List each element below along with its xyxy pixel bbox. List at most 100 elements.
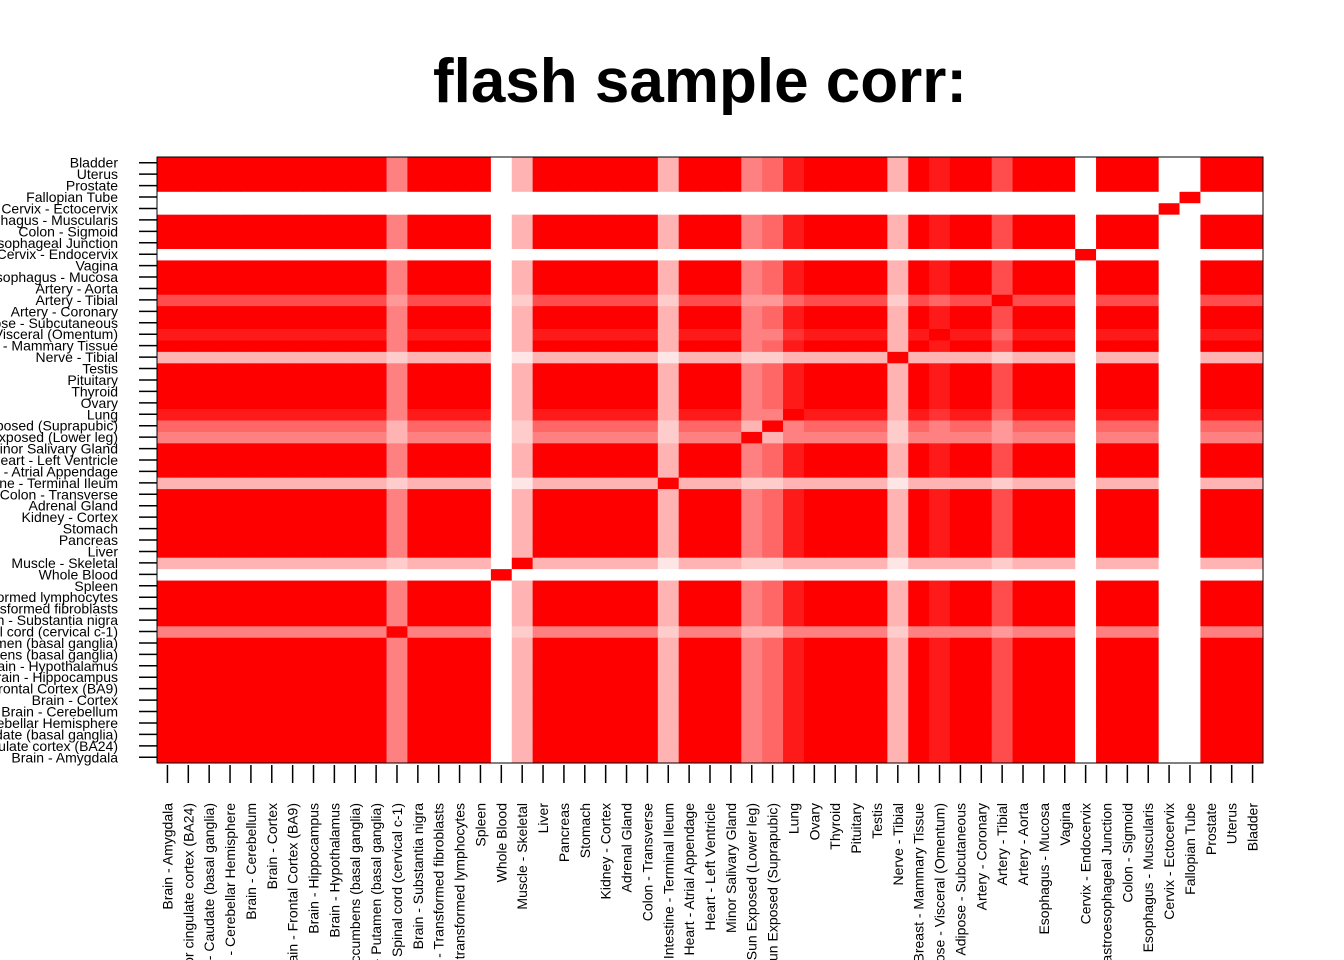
heatmap-cell [1221,660,1243,673]
heatmap-cell [449,248,471,261]
heatmap-cell [282,568,304,581]
heatmap-cell [303,717,325,730]
heatmap-cell [219,374,241,387]
heatmap-cell [490,214,513,227]
heatmap-cell [428,397,450,410]
heatmap-cell [470,682,492,695]
heatmap-cell [177,225,200,238]
heatmap-cell [616,717,638,730]
heatmap-cell [595,694,617,707]
heatmap-cell [449,328,471,341]
heatmap-cell [616,591,638,604]
heatmap-cell [1200,351,1222,364]
heatmap-cell [866,522,888,535]
heatmap-cell [1200,728,1222,741]
heatmap-cell [323,351,346,364]
heatmap-cell [428,511,450,524]
heatmap-cell [511,259,534,272]
y-tick-label: Brain - Cerebellar Hemisphere [0,715,118,731]
heatmap-cell [616,614,638,627]
heatmap-cell [887,305,909,318]
heatmap-cell [1012,157,1034,169]
heatmap-cell [1158,488,1181,501]
heatmap-cell [720,397,742,410]
heatmap-cell [1033,431,1055,444]
heatmap-cell [824,168,847,181]
heatmap-cell [198,614,221,627]
heatmap-cell [1116,385,1139,398]
heatmap-cell [866,454,888,467]
heatmap-cell [344,740,367,753]
heatmap-cell [1054,374,1076,387]
heatmap-cell [1200,534,1222,547]
y-tick-label: Brain - Cortex [32,692,118,708]
heatmap-cell [407,397,429,410]
heatmap-cell [449,591,471,604]
heatmap-cell [323,728,346,741]
heatmap-cell [386,694,408,707]
heatmap-cell [845,545,868,558]
heatmap-cell [323,568,346,581]
heatmap-cell [303,705,325,718]
heatmap-cell [428,717,450,730]
heatmap-cell [908,511,930,524]
heatmap-cell [261,545,283,558]
heatmap-cell [240,191,262,204]
heatmap-cell [783,580,805,592]
y-tick-label: Uterus [77,166,118,182]
heatmap-cell [511,557,534,570]
heatmap-cell [616,351,638,364]
heatmap-cell [1200,225,1222,238]
heatmap-cell [1137,179,1160,192]
heatmap-cell [1033,237,1055,249]
heatmap-cell [991,408,1014,421]
heatmap-cell [636,454,659,467]
heatmap-cell [1096,351,1118,364]
heatmap-cell [908,500,930,512]
heatmap-cell [678,580,701,592]
heatmap-cell [636,259,659,272]
heatmap-cell [511,248,534,261]
heatmap-cell [553,408,575,421]
heatmap-cell [1179,362,1201,375]
heatmap-cell [1116,500,1139,512]
heatmap-cell [303,660,325,673]
heatmap-cell [866,305,888,318]
heatmap-cell [991,214,1014,227]
heatmap-cell [1179,614,1201,627]
heatmap-cell [511,488,534,501]
heatmap-cell [449,408,471,421]
heatmap-cell [866,362,888,375]
heatmap-cell [344,682,367,695]
heatmap-cell [1075,214,1097,227]
heatmap-cell [240,202,262,215]
heatmap-cell [1033,717,1055,730]
heatmap-cell [929,282,951,295]
heatmap-cell [449,259,471,272]
heatmap-cell [1033,637,1055,650]
heatmap-cell [908,237,930,249]
heatmap-cell [1179,511,1201,524]
heatmap-cell [970,660,993,673]
heatmap-cell [177,511,200,524]
heatmap-cell [177,751,200,764]
heatmap-cell [1158,282,1181,295]
heatmap-cell [741,408,763,421]
heatmap-cell [887,214,909,227]
heatmap-cell [720,625,742,638]
heatmap-cell [303,317,325,330]
heatmap-cell [929,660,951,673]
heatmap-cell [449,477,471,490]
heatmap-cell [1158,225,1181,238]
heatmap-cell [929,580,951,592]
heatmap-cell [303,225,325,238]
heatmap-cell [1096,374,1118,387]
heatmap-cell [1033,328,1055,341]
heatmap-cell [157,591,179,604]
heatmap-cell [1137,477,1160,490]
heatmap-cell [1242,568,1264,581]
heatmap-cell [511,179,534,192]
heatmap-cell [949,465,972,478]
heatmap-cell [574,660,596,673]
